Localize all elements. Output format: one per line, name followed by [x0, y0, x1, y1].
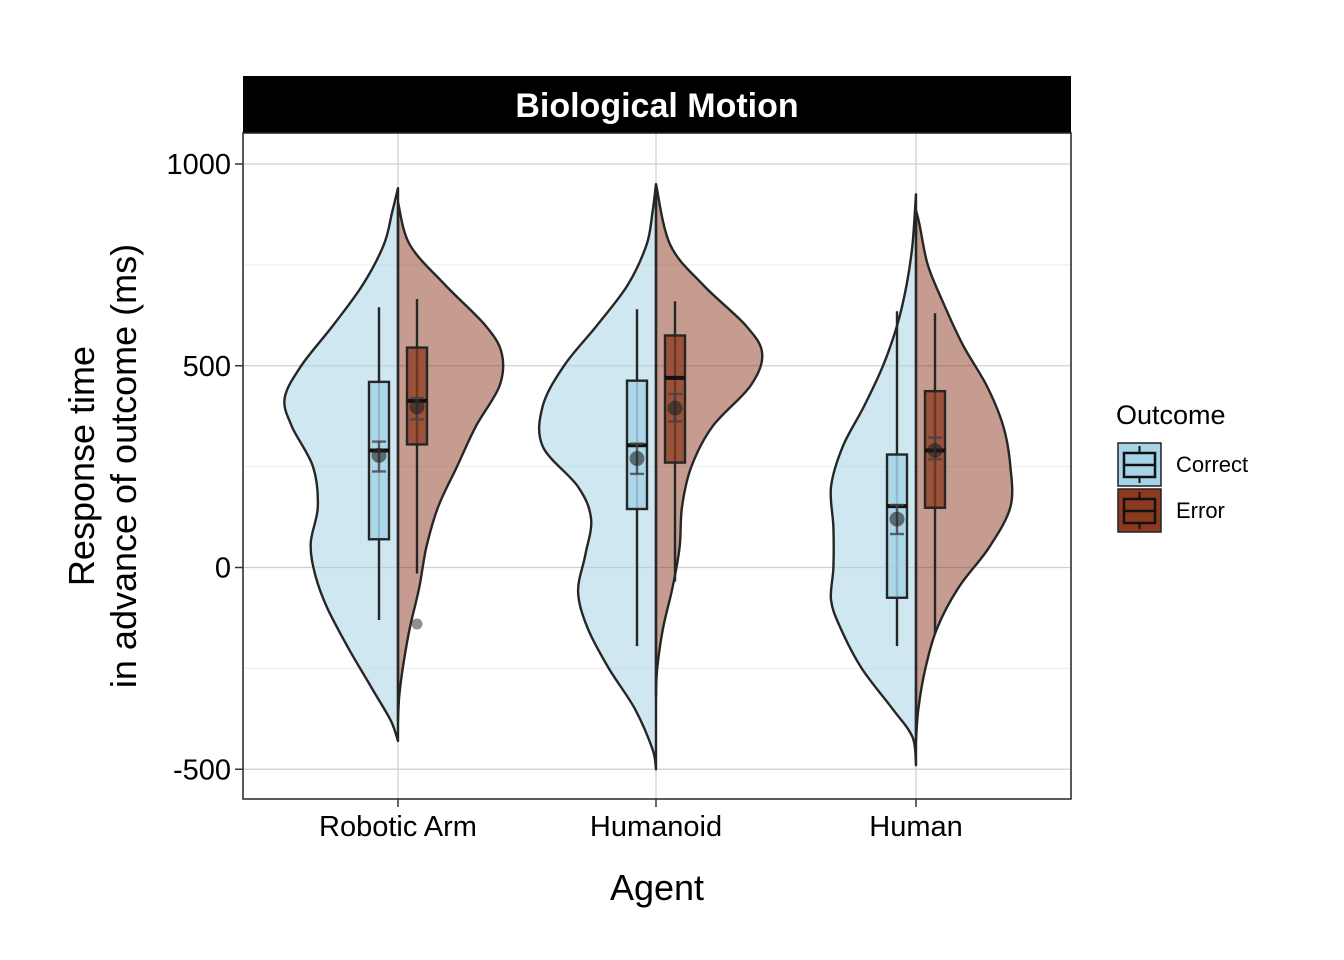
violin-humanoid-correct	[537, 183, 658, 771]
legend-label-error: Error	[1176, 498, 1225, 523]
legend: Outcome Correct Error	[1116, 400, 1248, 533]
x-tick-label-1: Humanoid	[590, 811, 722, 843]
panel-border	[242, 132, 1072, 800]
box-robotic-arm-error	[405, 346, 429, 446]
legend-key-error	[1117, 488, 1162, 533]
y-tick-label-2: 500	[183, 351, 231, 383]
x-axis-title: Agent	[610, 867, 704, 908]
violin-robotic-arm-error	[396, 201, 505, 722]
y-axis-title-line1: Response time	[61, 346, 102, 586]
legend-key-correct	[1117, 442, 1162, 487]
mean-point-humanoid-correct	[629, 451, 645, 467]
mean-point-robotic-arm-error	[409, 399, 425, 415]
boxplots	[367, 299, 947, 647]
mean-point-humanoid-error	[667, 400, 683, 416]
violin-robotic-arm-correct	[283, 187, 400, 743]
x-tick-label-2: Human	[869, 811, 963, 843]
legend-label-correct: Correct	[1176, 452, 1248, 477]
facet-title: Biological Motion	[515, 87, 798, 125]
mean-point-robotic-arm-correct	[371, 447, 387, 463]
violin-human-error	[914, 209, 1014, 743]
y-tick-label-1: 0	[215, 553, 231, 585]
y-axis: -500 0 500 1000	[166, 149, 243, 786]
y-axis-title: Response time in advance of outcome (ms)	[61, 244, 144, 688]
y-axis-title-line2: in advance of outcome (ms)	[103, 244, 144, 688]
x-tick-label-0: Robotic Arm	[319, 811, 477, 843]
y-tick-label-3: 1000	[166, 149, 231, 181]
violin-human-correct	[829, 193, 918, 767]
violins	[283, 183, 1014, 771]
facet-strip	[243, 76, 1071, 133]
violin-humanoid-error	[654, 183, 764, 698]
mean-point-human-error	[927, 442, 943, 458]
y-tick-label-0: -500	[173, 754, 231, 786]
x-axis: Robotic Arm Humanoid Human	[319, 799, 963, 843]
mean-point-human-correct	[889, 511, 905, 527]
outlier-robotic-arm-error-0	[411, 618, 423, 630]
legend-title: Outcome	[1116, 400, 1226, 430]
